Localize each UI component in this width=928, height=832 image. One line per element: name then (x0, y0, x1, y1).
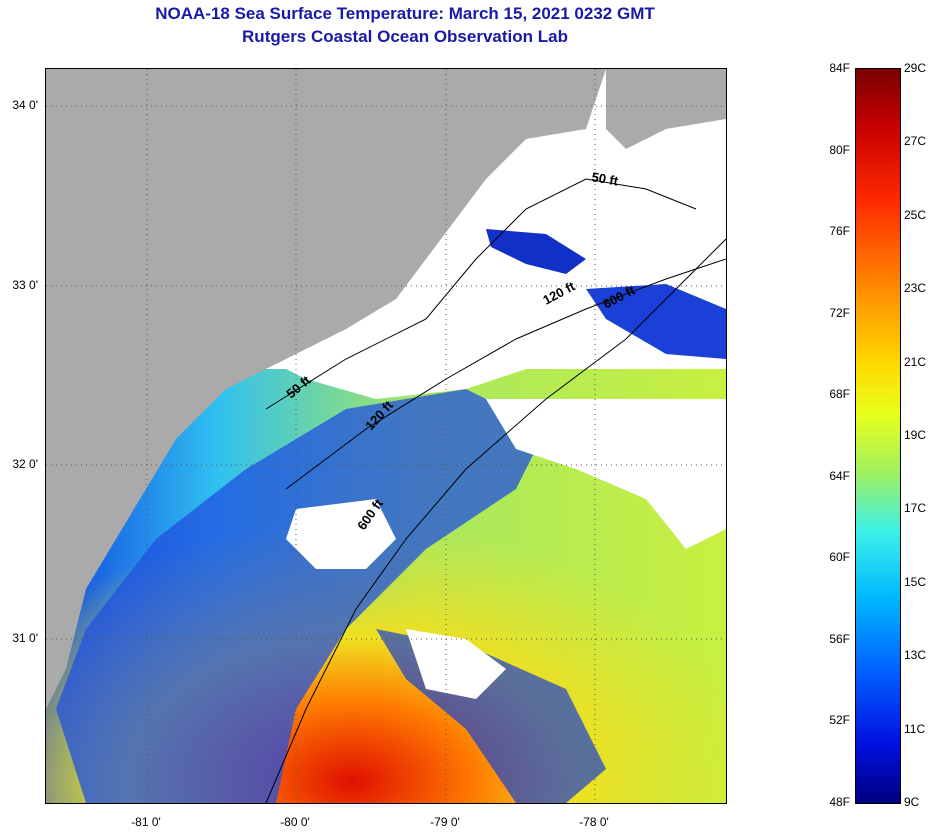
colorbar-c-label: 29C (904, 61, 927, 75)
colorbar-f-label: 80F (829, 142, 850, 157)
lon-label: -80 0' (280, 815, 310, 829)
colorbar-f-label: 48F (829, 795, 850, 809)
graticule (46, 69, 726, 803)
cloud-east (486, 399, 726, 549)
map-title: NOAA-18 Sea Surface Temperature: March 1… (155, 4, 655, 23)
sst-map: 50 ft 120 ft 600 ft 50 ft 120 ft 600 ft (45, 68, 727, 804)
colorbar-f-label: 76F (829, 224, 850, 239)
colorbar-f-label: 52F (829, 713, 850, 728)
map-subtitle: Rutgers Coastal Ocean Observation Lab (242, 27, 568, 46)
lon-label: -79 0' (430, 815, 460, 829)
cold-patch-north (486, 229, 586, 274)
colorbar-c-label: 19C (904, 428, 927, 442)
lat-label: 33 0' (12, 278, 38, 292)
isobath-120 (285, 258, 726, 490)
land-ne (606, 69, 726, 149)
colorbar-c-label: 9C (904, 795, 920, 809)
cloud-patch (286, 499, 396, 569)
isobath-50 (265, 178, 697, 410)
land (46, 69, 606, 709)
lat-label: 32 0' (12, 457, 38, 471)
sst-map-graphic: 50 ft 120 ft 600 ft 50 ft 120 ft 600 ft (46, 69, 726, 803)
cold-band (56, 389, 546, 803)
colorbar-c-label: 15C (904, 574, 927, 589)
temperature-colorbar (855, 68, 901, 804)
colorbar-c-label: 23C (904, 281, 927, 296)
isobath-600 (265, 238, 726, 803)
colorbar-f-label: 68F (829, 387, 850, 402)
cold-patch-east (586, 284, 726, 359)
colorbar-c-label: 17C (904, 501, 927, 516)
lat-label: 31 0' (12, 631, 38, 645)
colorbar-f-label: 64F (829, 468, 850, 483)
lat-label: 34 0' (12, 98, 38, 112)
lon-label: -78 0' (579, 815, 609, 829)
colorbar-c-label: 11C (904, 721, 926, 736)
isobath-label: 50 ft (590, 169, 620, 189)
colorbar-c-label: 13C (904, 648, 927, 663)
colorbar-c-label: 21C (904, 354, 927, 369)
colorbar-c-label: 27C (904, 134, 927, 149)
lon-label: -81 0' (131, 815, 161, 829)
colorbar-c-label: 25C (904, 207, 927, 222)
colorbar-f-label: 56F (829, 631, 850, 646)
colorbar-f-label: 84F (829, 61, 850, 75)
colorbar-f-label: 60F (829, 550, 850, 565)
colorbar-f-label: 72F (829, 305, 850, 320)
cloud-patch-south (406, 629, 506, 699)
